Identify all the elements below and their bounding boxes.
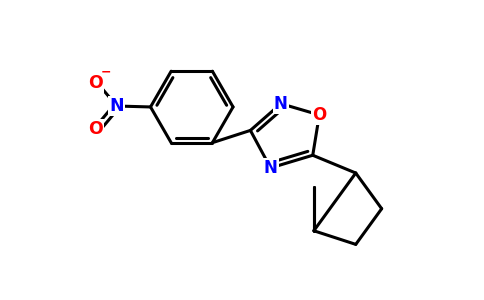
- Text: O: O: [88, 74, 103, 92]
- Text: N: N: [264, 159, 277, 177]
- Text: O: O: [88, 121, 103, 139]
- Text: N: N: [274, 95, 288, 113]
- Text: N: N: [109, 97, 124, 115]
- Text: O: O: [312, 106, 326, 124]
- Text: −: −: [101, 66, 111, 79]
